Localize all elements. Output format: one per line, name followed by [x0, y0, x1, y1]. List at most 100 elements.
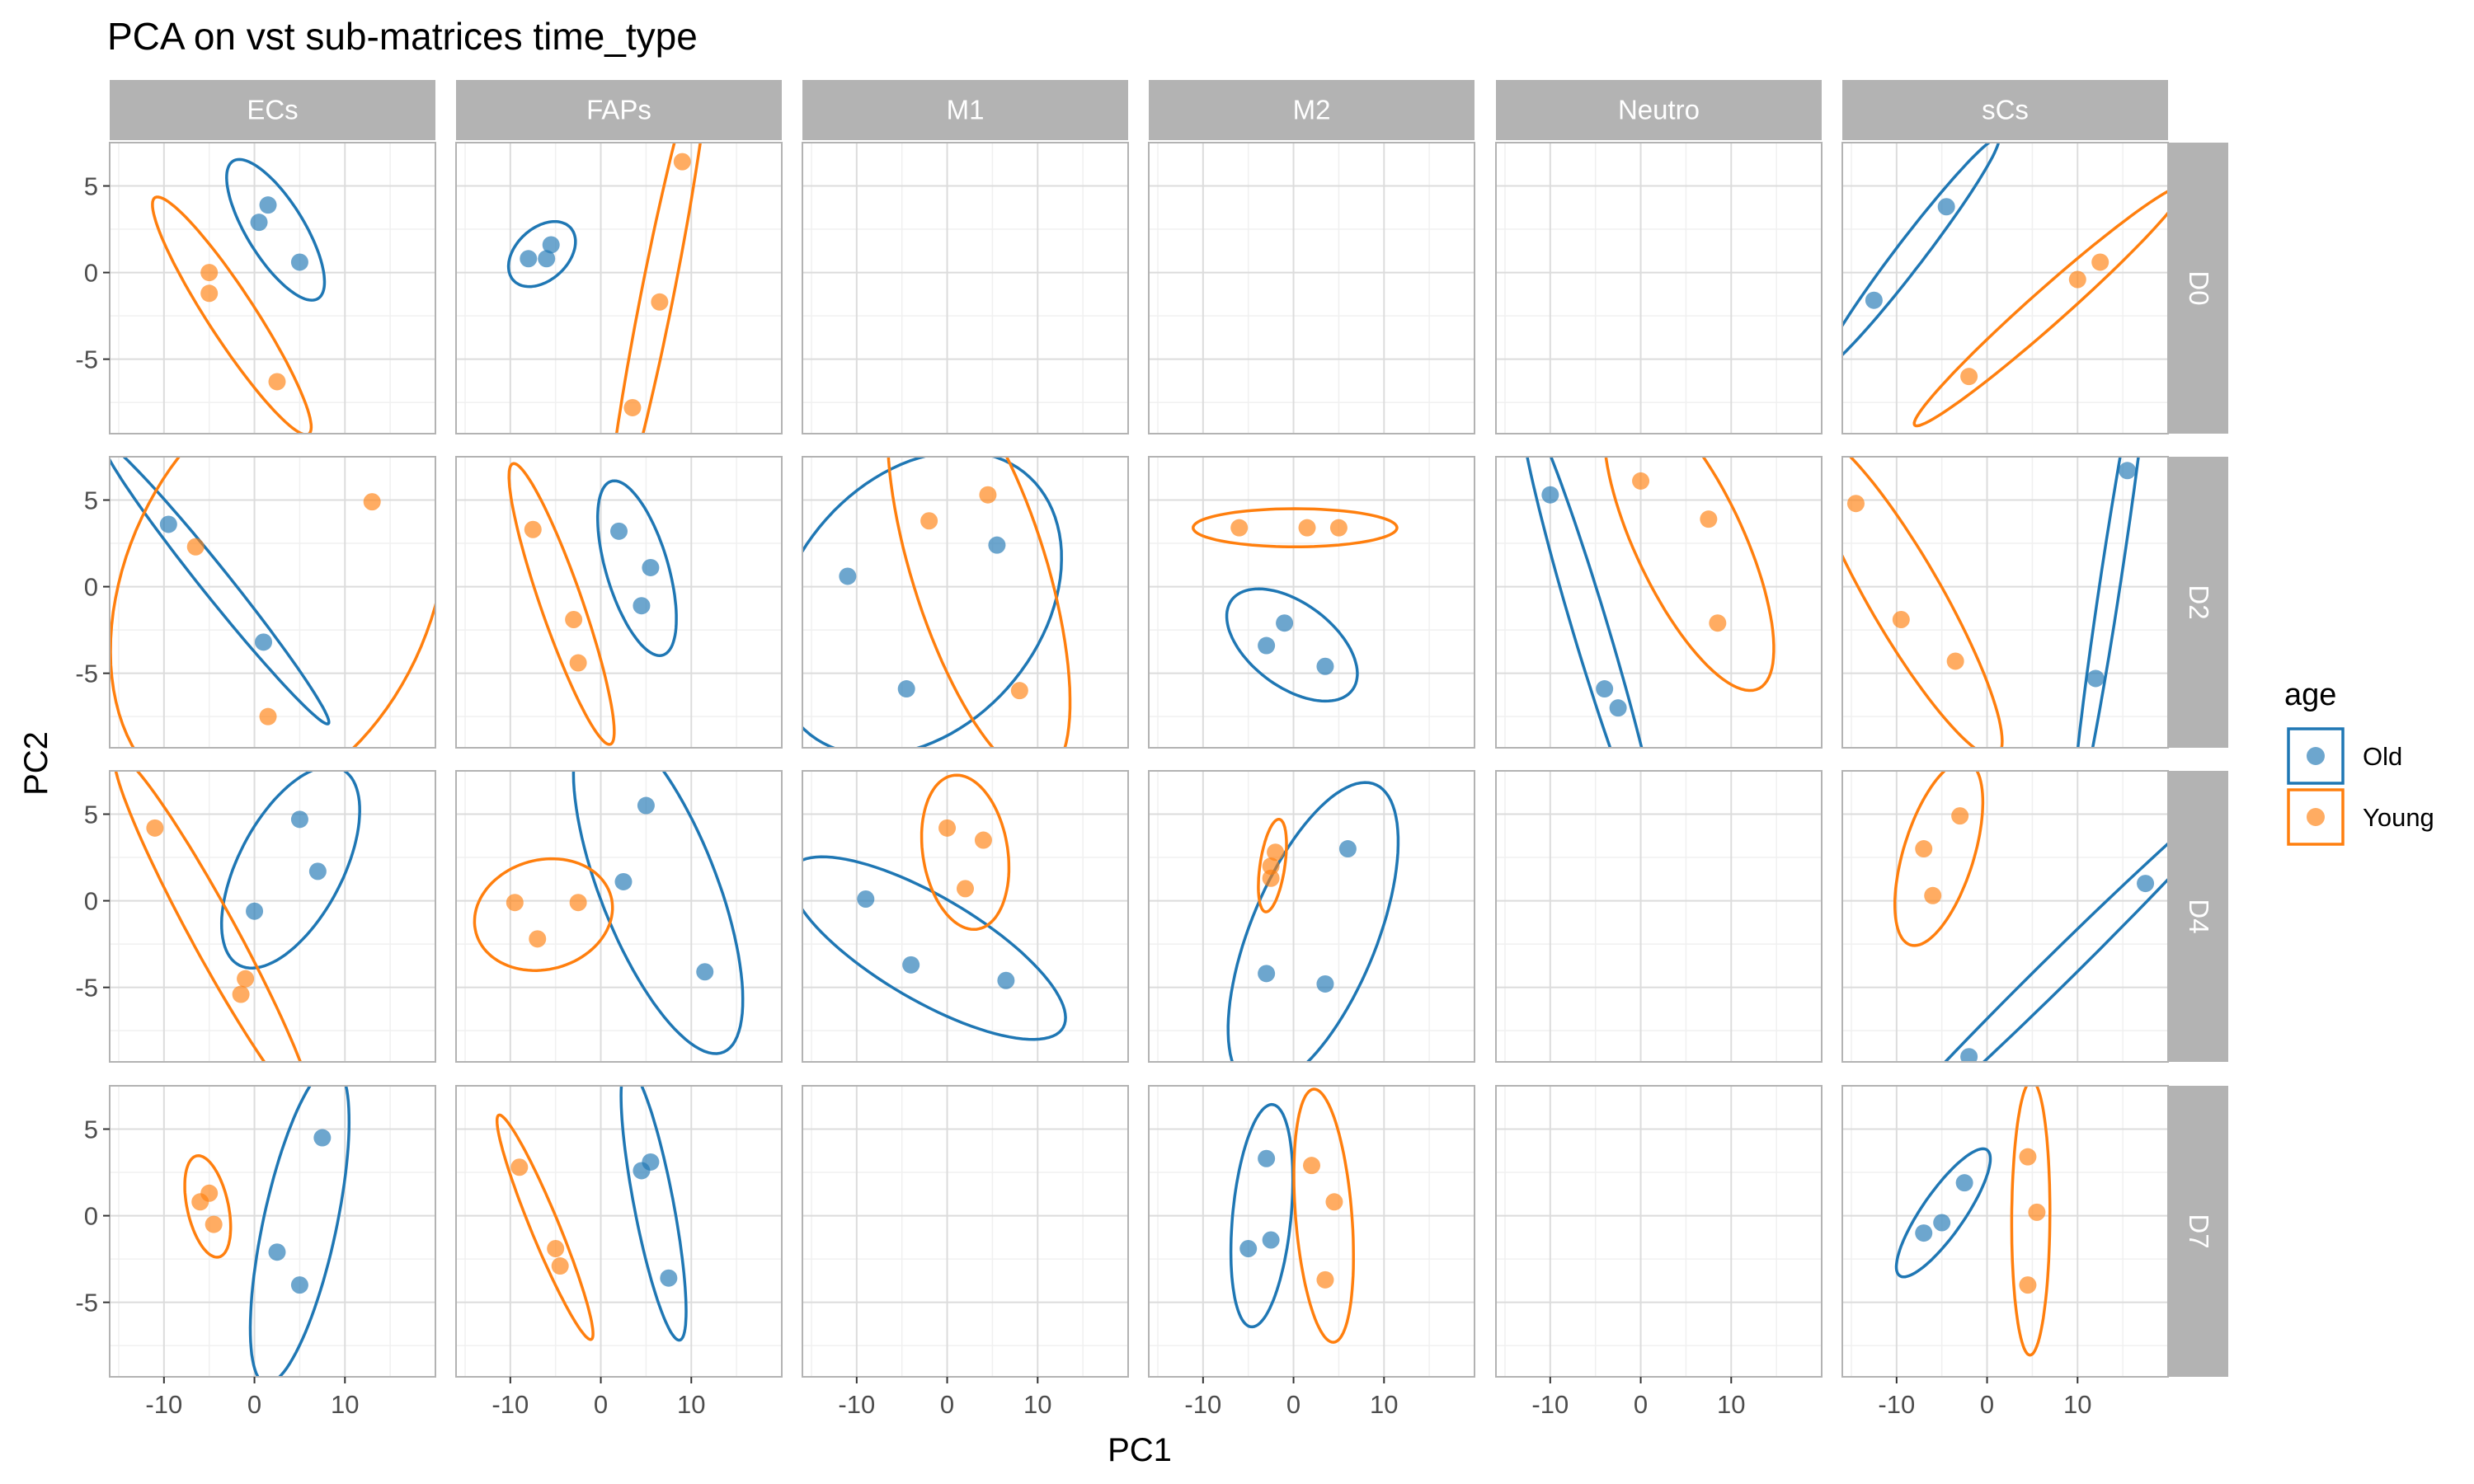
ellipse-old [1225, 587, 1359, 703]
y-tick-label: 0 [84, 887, 98, 916]
panel-border [109, 142, 436, 434]
point-old [538, 250, 556, 268]
x-tick-label: 0 [1286, 1390, 1300, 1419]
column-strip-label: Neutro [1618, 95, 1700, 125]
point-young [547, 1240, 565, 1258]
point-old [1316, 974, 1334, 993]
legend-marker-young [2307, 808, 2325, 826]
point-young [1262, 857, 1280, 876]
point-old [614, 872, 633, 890]
point-old [542, 236, 560, 254]
x-tick-label: -10 [145, 1390, 182, 1419]
y-tick-label: -5 [75, 1289, 98, 1317]
panel-border [455, 770, 783, 1063]
panel-border [455, 1085, 783, 1378]
point-young [200, 284, 219, 303]
point-young [673, 153, 691, 171]
point-young [1329, 519, 1348, 537]
ellipse-young [1604, 457, 1776, 693]
ellipse-young [151, 195, 313, 434]
y-axis-label: PC2 [18, 731, 54, 796]
point-old [610, 522, 628, 540]
point-young [1303, 1157, 1320, 1175]
panel-FAPs-D7 [455, 1085, 783, 1378]
point-young [1267, 843, 1285, 862]
x-tick-label: -10 [1531, 1390, 1569, 1419]
point-young [510, 1158, 529, 1176]
panel-border [1148, 1085, 1475, 1378]
point-young [524, 520, 542, 538]
point-old [255, 633, 273, 651]
panel-border [802, 456, 1129, 749]
y-tick-label: 0 [84, 1202, 98, 1231]
point-young [200, 264, 219, 282]
point-old [2086, 669, 2105, 688]
point-young [979, 486, 997, 504]
point-young [1709, 614, 1727, 632]
panel-M2-D2 [1148, 456, 1475, 749]
column-strip-label: FAPs [586, 95, 651, 125]
point-young [974, 831, 992, 849]
point-young [529, 930, 547, 948]
point-young [2019, 1148, 2037, 1166]
row-strip-label: D2 [2184, 585, 2214, 619]
y-tick-label: 5 [84, 801, 98, 829]
ellipse-old [802, 855, 1067, 1041]
point-old [902, 956, 920, 974]
panel-FAPs-D2 [455, 456, 783, 749]
legend: age Old Young [2284, 678, 2434, 846]
point-old [1541, 486, 1559, 504]
x-tick-label: 0 [1980, 1390, 1994, 1419]
point-old [1596, 680, 1614, 698]
point-old [1276, 614, 1294, 632]
point-young [1946, 652, 1964, 670]
panel-border [1841, 1085, 2169, 1378]
ellipse-young [183, 1154, 233, 1259]
column-strip [456, 80, 782, 140]
y-tick-label: -5 [75, 660, 98, 688]
x-tick-label: 10 [331, 1390, 359, 1419]
x-tick-label: -10 [492, 1390, 529, 1419]
panel-border [1495, 142, 1823, 434]
point-young [569, 654, 587, 672]
panel-M1-D7 [802, 1085, 1129, 1378]
point-old [246, 902, 264, 920]
row-strip-label: D4 [2184, 899, 2214, 933]
ellipse-old [506, 219, 577, 289]
point-old [642, 558, 660, 576]
ellipse-young [1192, 507, 1399, 549]
point-young [1892, 611, 1910, 629]
point-old [633, 1162, 651, 1180]
ellipse-old [1842, 143, 2001, 357]
point-old [1937, 198, 1955, 216]
ellipse-old [225, 157, 327, 302]
point-young [1010, 682, 1028, 700]
point-young [363, 493, 381, 511]
panel-border [1148, 770, 1475, 1063]
legend-label-old: Old [2363, 742, 2402, 771]
point-old [250, 214, 268, 232]
ellipse-old [595, 479, 678, 657]
panel-border [109, 456, 436, 749]
ellipse-young [887, 457, 1072, 748]
ellipse-old [571, 771, 745, 1055]
point-young [957, 880, 974, 898]
point-young [506, 894, 524, 912]
x-axis-label: PC1 [1108, 1432, 1172, 1468]
panel-ECs-D7 [109, 1085, 436, 1378]
point-old [1915, 1224, 1933, 1242]
point-old [290, 1276, 308, 1294]
point-old [290, 253, 308, 271]
point-old [1258, 636, 1276, 655]
point-old [1960, 1048, 1978, 1062]
point-young [1846, 495, 1865, 513]
point-young [1262, 869, 1280, 887]
point-old [1258, 1149, 1276, 1167]
panel-M1-D2 [802, 456, 1129, 749]
point-old [897, 680, 915, 698]
point-young [2019, 1276, 2037, 1294]
point-old [857, 890, 875, 908]
point-old [633, 597, 651, 615]
x-tick-label: 10 [1370, 1390, 1398, 1419]
